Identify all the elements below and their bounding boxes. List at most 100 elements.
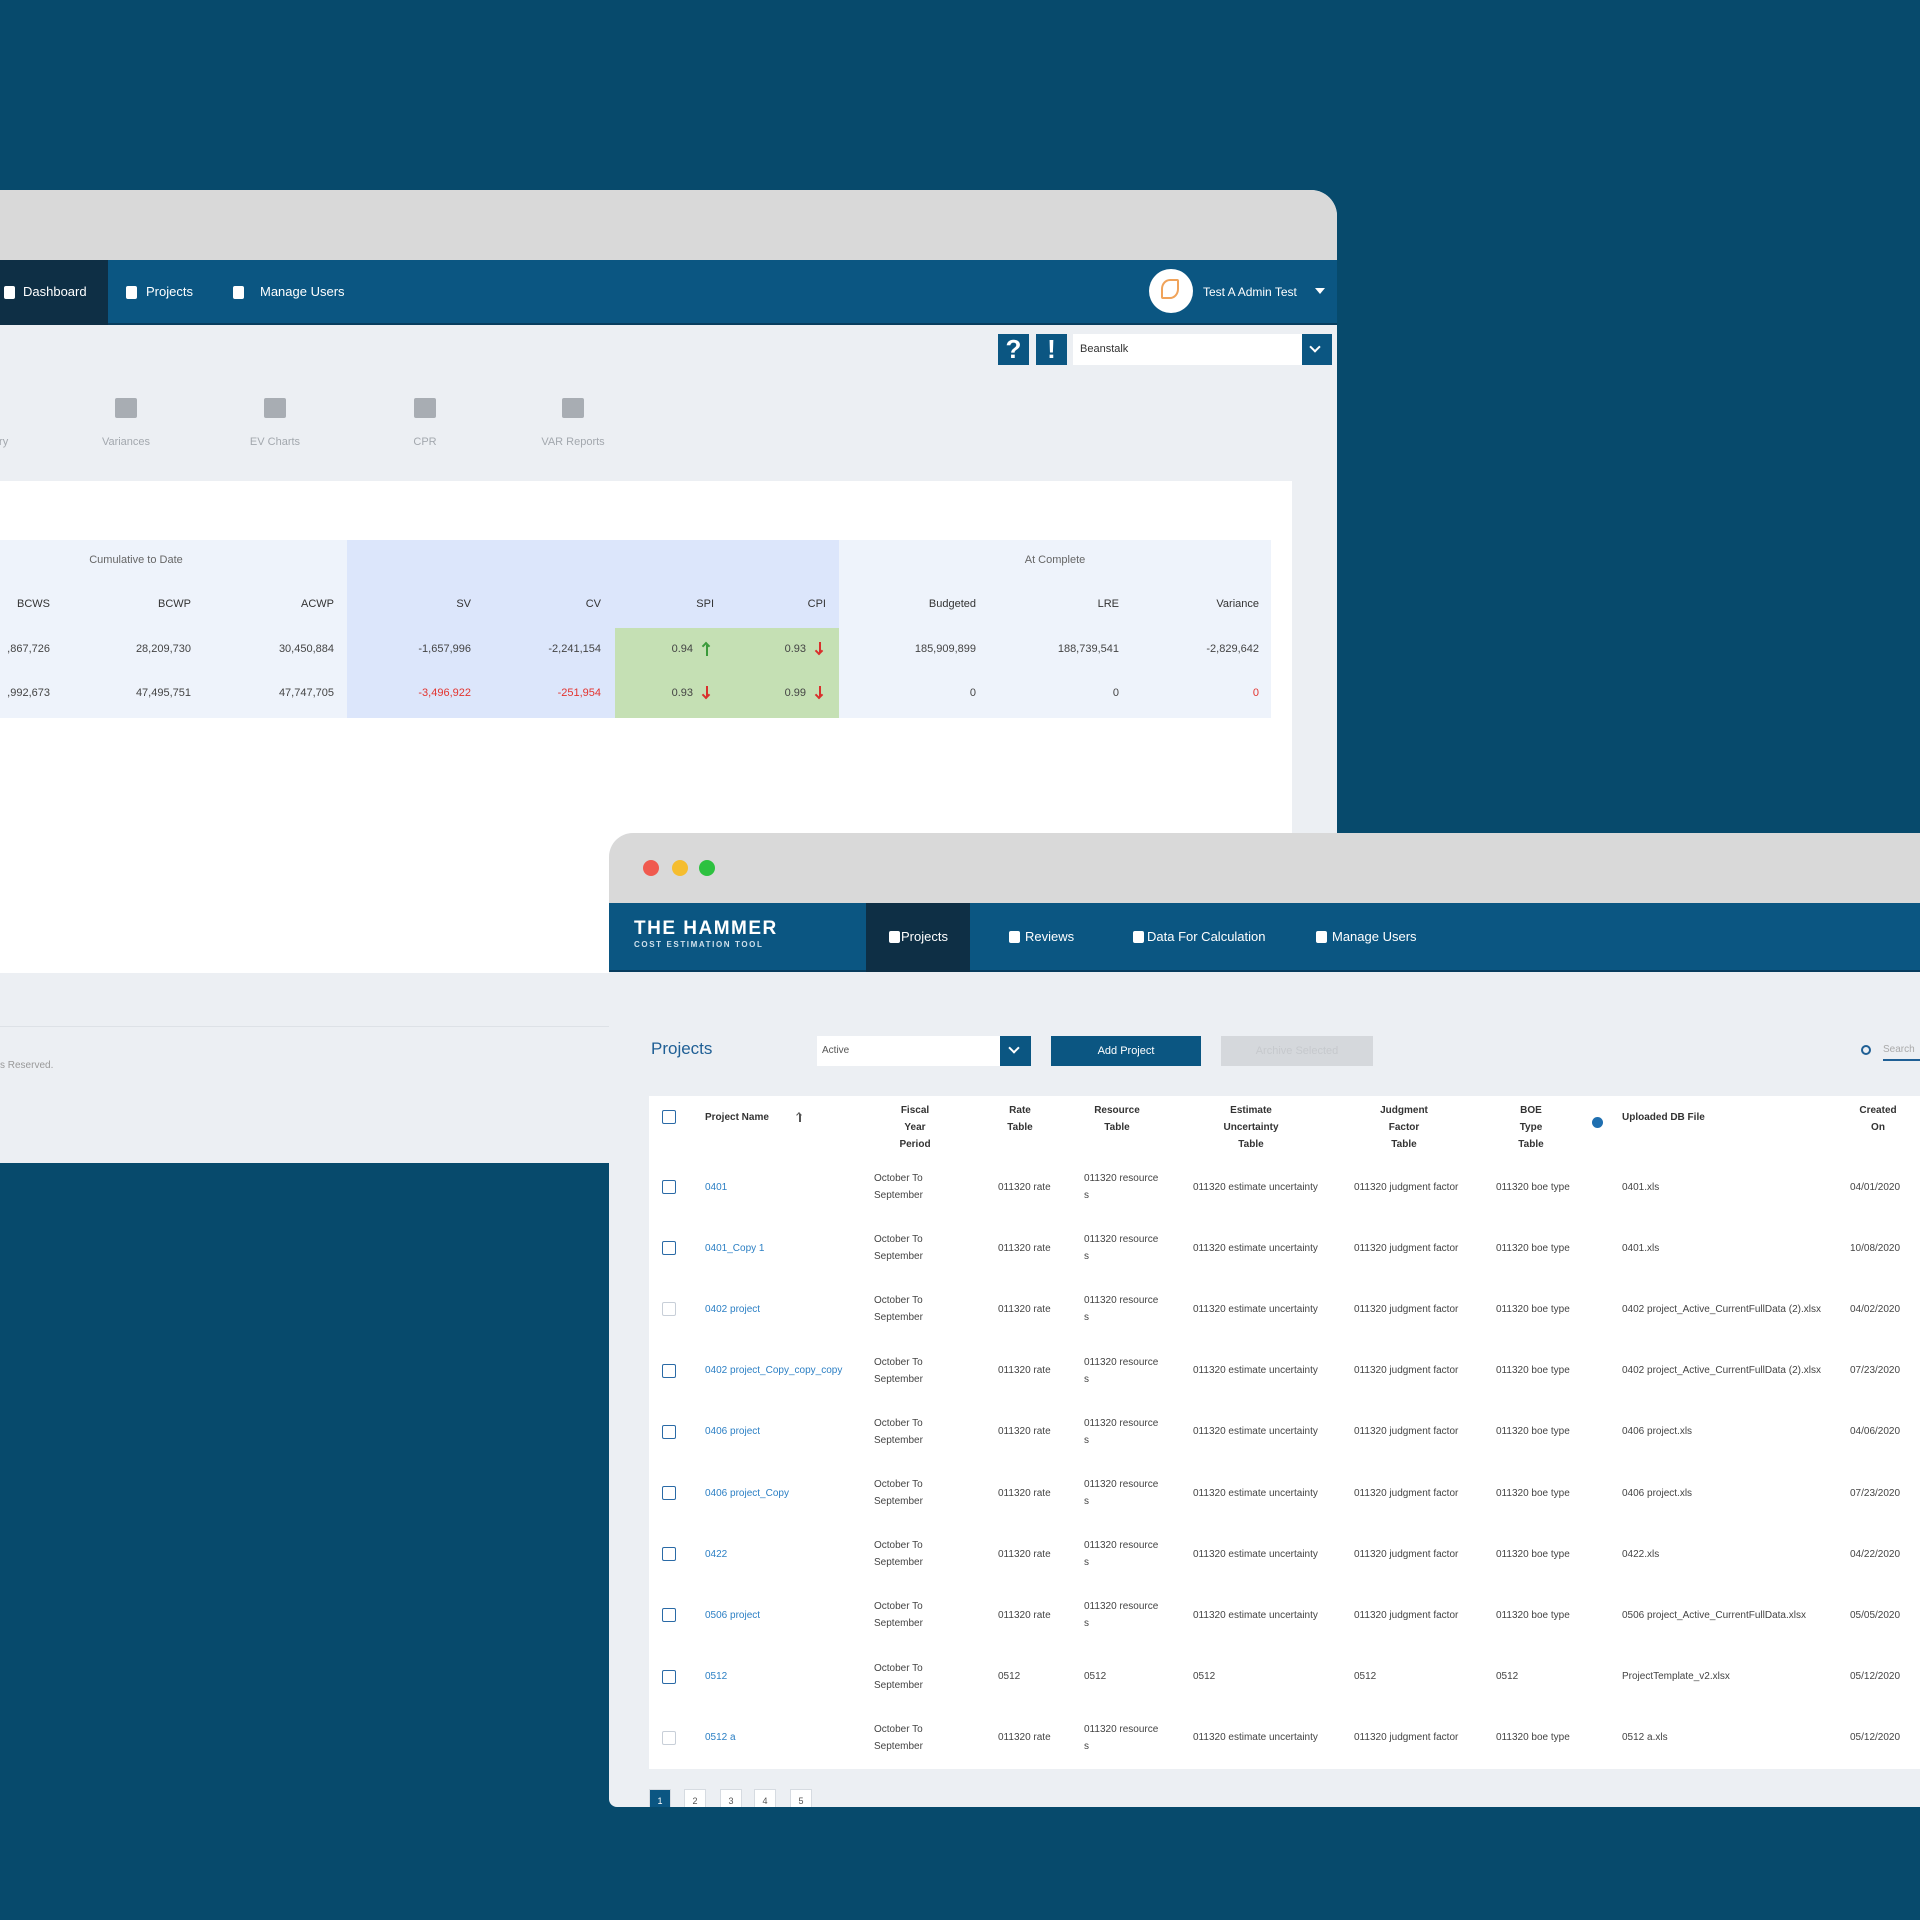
- table-cell: 011320 judgment factor: [1354, 1365, 1459, 1377]
- nav-item[interactable]: Projects: [901, 929, 948, 944]
- checkbox[interactable]: [662, 1730, 676, 1745]
- dropdown-button: [1000, 1036, 1031, 1066]
- page-button[interactable]: 4: [754, 1789, 776, 1807]
- report-tab[interactable]: CPR: [413, 436, 437, 448]
- back-window: Dashboard Projects Manage Users Test A Admi…: [0, 190, 1337, 1163]
- project-link[interactable]: 0401_Copy 1: [705, 1242, 765, 1254]
- table-cell: 011320 resources: [1084, 1540, 1159, 1569]
- checkbox[interactable]: [662, 1424, 676, 1439]
- icon: [126, 286, 137, 299]
- table-cell: 011320 rate: [998, 1426, 1051, 1438]
- table-cell: 28,209,730: [135, 643, 191, 655]
- report-tab[interactable]: VAR Reports: [541, 436, 605, 448]
- project-select[interactable]: Beanstalk: [1073, 334, 1332, 365]
- table-cell: -2,241,154: [548, 643, 601, 655]
- checkbox[interactable]: [662, 1110, 676, 1124]
- table-cell: 0401.xls: [1622, 1242, 1660, 1254]
- table-cell: 011320 boe type: [1496, 1548, 1570, 1560]
- help-button[interactable]: !: [1036, 334, 1067, 365]
- icon: [1009, 931, 1020, 943]
- table-cell: 05/12/2020: [1850, 1671, 1901, 1683]
- table-cell: 0402 project_Active_CurrentFullData (2).…: [1622, 1303, 1821, 1315]
- checkbox[interactable]: [662, 1486, 676, 1500]
- table-cell: 0406 project.xls: [1622, 1426, 1693, 1438]
- checkbox[interactable]: [662, 1608, 676, 1623]
- table-cell: 011320 boe type: [1496, 1181, 1570, 1193]
- avatar[interactable]: [1149, 269, 1193, 313]
- window-control[interactable]: [643, 860, 659, 876]
- table-cell: 0506 project_Active_CurrentFullData.xlsx: [1622, 1609, 1806, 1621]
- column-header: CPI: [807, 598, 826, 610]
- table-cell: 011320 judgment factor: [1354, 1609, 1459, 1621]
- arrow-head: [814, 646, 824, 656]
- column-header: Judgment Factor Table: [1380, 1105, 1428, 1150]
- avatar-mark: [1161, 279, 1179, 299]
- nav-item[interactable]: Reviews: [1025, 929, 1075, 944]
- table-cell: October To September: [874, 1601, 923, 1630]
- table-cell: 011320 rate: [998, 1303, 1051, 1315]
- table-cell: 011320 resources: [1084, 1234, 1159, 1263]
- project-link[interactable]: 0402 project_Copy_copy_copy: [705, 1365, 843, 1377]
- window-control[interactable]: [699, 860, 715, 876]
- page-button[interactable]: 2: [684, 1789, 706, 1807]
- nav-item[interactable]: Manage Users: [260, 284, 345, 299]
- table-cell: October To September: [874, 1295, 923, 1324]
- arrow-head: [701, 641, 711, 651]
- arrow-shaft: [706, 686, 708, 697]
- icon: [889, 931, 900, 943]
- page-button[interactable]: 3: [720, 1789, 742, 1807]
- table-cell: October To September: [874, 1479, 923, 1507]
- icon: [233, 286, 244, 299]
- status-filter[interactable]: Active: [817, 1036, 1031, 1066]
- checkbox[interactable]: [662, 1669, 676, 1684]
- project-link[interactable]: 0506 project: [705, 1609, 761, 1621]
- checkbox[interactable]: [662, 1302, 676, 1317]
- project-link[interactable]: 0406 project: [705, 1426, 761, 1438]
- table-cell: ,992,673: [7, 687, 50, 699]
- help-button[interactable]: ?: [998, 334, 1029, 365]
- page-button[interactable]: 5: [790, 1789, 812, 1807]
- table-cell: 10/08/2020: [1850, 1242, 1901, 1254]
- nav-item[interactable]: Manage Users: [1332, 929, 1417, 944]
- table-cell: 0401.xls: [1622, 1181, 1660, 1193]
- archive-button[interactable]: Archive Selected: [1221, 1036, 1373, 1066]
- column-header: CV: [585, 598, 601, 610]
- table-cell: 47,495,751: [135, 687, 191, 699]
- icon: [414, 398, 436, 418]
- add-project-button[interactable]: Add Project: [1051, 1036, 1201, 1066]
- nav-item[interactable]: Projects: [146, 284, 193, 299]
- icon: [115, 398, 137, 418]
- project-link[interactable]: 0512: [705, 1671, 728, 1683]
- table-cell: 0512: [1496, 1671, 1519, 1683]
- project-link[interactable]: 0401: [705, 1181, 728, 1193]
- project-link[interactable]: 0402 project: [705, 1303, 761, 1315]
- window-control[interactable]: [672, 860, 688, 876]
- project-link[interactable]: 0422: [705, 1548, 728, 1560]
- project-link[interactable]: 0406 project_Copy: [705, 1487, 789, 1499]
- project-link[interactable]: 0512 a: [705, 1732, 736, 1744]
- table-cell: -3,496,922: [418, 687, 471, 699]
- nav-bar: THE HAMMER COST ESTIMATION TOOL Projects Re…: [609, 903, 1920, 972]
- report-tab[interactable]: EV Charts: [249, 436, 301, 448]
- table-cell: 0: [969, 687, 976, 699]
- checkbox[interactable]: [662, 1547, 676, 1562]
- column-header: Uploaded DB File: [1622, 1112, 1705, 1123]
- region-right: [839, 540, 1271, 718]
- checkbox[interactable]: [662, 1180, 676, 1194]
- info-icon[interactable]: [1592, 1117, 1603, 1128]
- trend-arrow: [814, 686, 825, 700]
- nav-item[interactable]: Data For Calculation: [1147, 929, 1266, 944]
- table-cell: 011320 boe type: [1496, 1365, 1570, 1377]
- report-tab[interactable]: Variances: [101, 436, 151, 448]
- logo: THE HAMMER: [634, 918, 778, 939]
- user-name[interactable]: Test A Admin Test: [1203, 285, 1297, 299]
- report-tab[interactable]: mary: [0, 436, 9, 448]
- table-cell: 04/02/2020: [1850, 1303, 1901, 1315]
- nav-item[interactable]: Dashboard: [23, 284, 87, 299]
- group-label: At Complete: [1024, 554, 1086, 566]
- search-input[interactable]: Search: [1883, 1041, 1920, 1061]
- checkbox[interactable]: [662, 1241, 676, 1256]
- checkbox[interactable]: [662, 1363, 676, 1378]
- table-cell: October To September: [874, 1662, 923, 1691]
- page-button[interactable]: 1: [649, 1789, 671, 1807]
